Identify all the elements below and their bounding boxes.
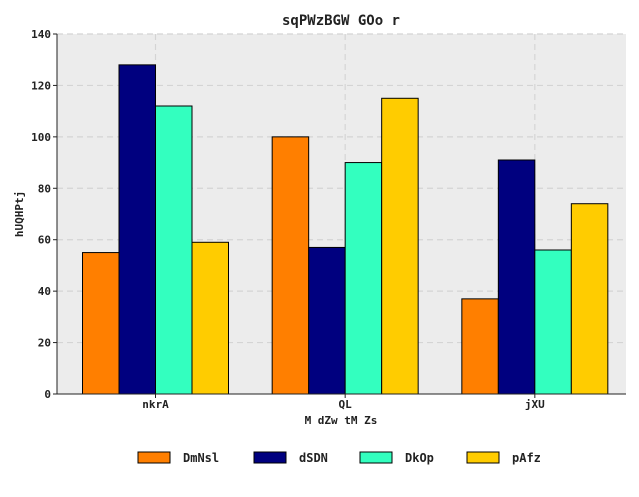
bar-DkOp-nkrA bbox=[155, 105, 193, 395]
y-tick-label: 60 bbox=[38, 234, 51, 247]
bar-dSDN-jXU bbox=[497, 159, 536, 395]
legend-label-pAfz: pAfz bbox=[512, 451, 541, 465]
y-tick-label: 40 bbox=[38, 285, 51, 298]
bar-pAfz-nkrA bbox=[191, 241, 229, 395]
x-axis-label: M dZw tM Zs bbox=[305, 414, 378, 427]
bar-DmNsl-QL bbox=[271, 136, 310, 395]
y-tick-label: 20 bbox=[38, 337, 51, 350]
y-tick-label: 120 bbox=[31, 79, 51, 92]
y-tick-label: 140 bbox=[31, 28, 51, 41]
bar-pAfz-jXU bbox=[570, 203, 609, 395]
chart-title: sqPWzBGW GOo r bbox=[282, 13, 400, 29]
bar-dSDN-nkrA bbox=[118, 64, 156, 395]
bar-DkOp-QL bbox=[344, 162, 383, 395]
bars bbox=[82, 64, 609, 395]
bar-dSDN-QL bbox=[308, 246, 346, 395]
x-tick-label: nkrA bbox=[142, 398, 169, 411]
legend-label-DmNsl: DmNsl bbox=[183, 451, 219, 465]
x-tick-label: jXU bbox=[525, 398, 545, 411]
legend-label-DkOp: DkOp bbox=[405, 451, 434, 465]
x-tick-label: QL bbox=[339, 398, 353, 411]
y-tick-label: 80 bbox=[38, 182, 51, 195]
legend-swatch-pAfz bbox=[466, 451, 500, 464]
bar-DmNsl-jXU bbox=[461, 298, 499, 395]
y-tick-label: 0 bbox=[44, 388, 51, 401]
y-tick-label: 100 bbox=[31, 131, 51, 144]
y-axis-label: hUQHPtj bbox=[13, 191, 26, 237]
legend: DmNsl dSDN DkOp pAfz bbox=[137, 451, 541, 465]
bar-DmNsl-nkrA bbox=[82, 252, 120, 395]
axes: 0 20 40 60 80 100 120 140 nkrA QL jXU bbox=[31, 28, 626, 411]
legend-label-dSDN: dSDN bbox=[299, 451, 328, 465]
legend-swatch-dSDN bbox=[253, 451, 287, 464]
bar-pAfz-QL bbox=[381, 97, 419, 395]
legend-swatch-DmNsl bbox=[137, 451, 171, 464]
legend-swatch-DkOp bbox=[359, 451, 393, 464]
bar-DkOp-jXU bbox=[534, 249, 572, 395]
